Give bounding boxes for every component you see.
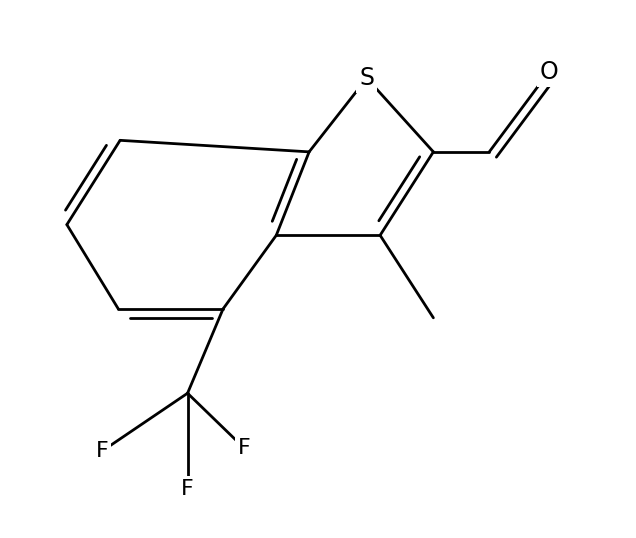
Text: F: F bbox=[181, 479, 194, 499]
Text: O: O bbox=[539, 60, 558, 84]
Text: S: S bbox=[359, 66, 375, 90]
Text: F: F bbox=[96, 441, 109, 461]
Text: F: F bbox=[238, 438, 251, 458]
